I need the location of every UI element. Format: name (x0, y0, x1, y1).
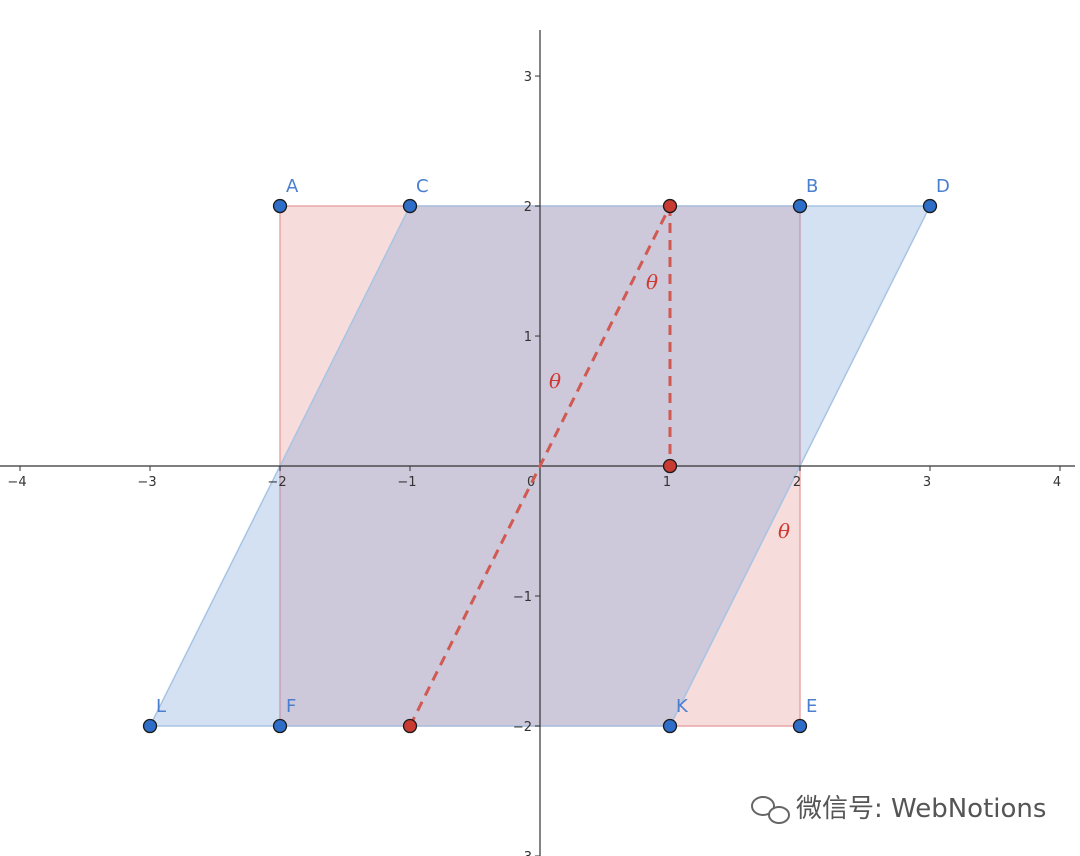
watermark-icon (751, 796, 790, 824)
point-label: A (286, 176, 299, 197)
angle-label: θ (778, 519, 790, 543)
dashed-segment (408, 205, 672, 727)
point (272, 198, 288, 214)
x-tick-label: 3 (923, 475, 931, 490)
point-label: B (806, 176, 818, 197)
point (402, 718, 418, 734)
y-tick-label: 1 (524, 330, 532, 345)
point (792, 718, 808, 734)
point (662, 718, 678, 734)
x-tick-label: −3 (137, 475, 156, 490)
point (662, 198, 678, 214)
point (402, 198, 418, 214)
y-tick-label: −2 (513, 720, 532, 735)
icon-bubble (768, 806, 790, 824)
x-tick-label: 1 (663, 475, 671, 490)
x-tick-label: 4 (1053, 475, 1061, 490)
point (662, 458, 678, 474)
x-tick-label: 2 (793, 475, 801, 490)
point (142, 718, 158, 734)
point (792, 198, 808, 214)
origin-label: 0 (527, 475, 535, 490)
point-label: K (676, 696, 689, 717)
y-tick-label: 3 (524, 70, 532, 85)
point-label: F (286, 696, 296, 717)
angle-label: θ (646, 270, 658, 294)
y-tick-label: 2 (524, 200, 532, 215)
watermark: 微信号: WebNotions (796, 794, 1046, 824)
y-tick-label: −3 (513, 850, 532, 856)
y-tick-label: −1 (513, 590, 532, 605)
point-label: C (416, 176, 429, 197)
x-tick-label: −4 (7, 475, 26, 490)
point (922, 198, 938, 214)
angle-label: θ (549, 369, 561, 393)
icon-bubble (751, 796, 775, 816)
point-label: E (806, 696, 817, 717)
x-tick-label: −1 (397, 475, 416, 490)
point-label: L (156, 696, 166, 717)
point (272, 718, 288, 734)
x-tick-label: −2 (267, 475, 286, 490)
point-label: D (936, 176, 950, 197)
